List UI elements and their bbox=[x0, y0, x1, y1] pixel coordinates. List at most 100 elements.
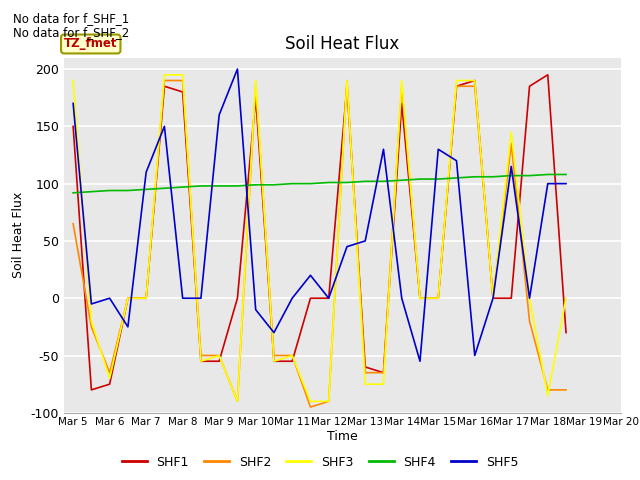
SHF2 bbox=[452, 84, 460, 89]
Line: SHF3: SHF3 bbox=[73, 75, 566, 401]
SHF2 bbox=[142, 295, 150, 301]
SHF4 bbox=[106, 188, 113, 193]
SHF5 bbox=[88, 301, 95, 307]
SHF3 bbox=[124, 295, 132, 301]
SHF5 bbox=[289, 295, 296, 301]
SHF1 bbox=[161, 84, 168, 89]
SHF5 bbox=[416, 359, 424, 364]
SHF4 bbox=[88, 189, 95, 194]
SHF3 bbox=[197, 359, 205, 364]
SHF4 bbox=[452, 175, 460, 181]
SHF2 bbox=[289, 353, 296, 359]
SHF2 bbox=[398, 84, 406, 89]
SHF2 bbox=[88, 324, 95, 330]
SHF2 bbox=[343, 78, 351, 84]
SHF1 bbox=[343, 84, 351, 89]
SHF4 bbox=[343, 180, 351, 185]
SHF3 bbox=[252, 78, 260, 84]
SHF2 bbox=[508, 141, 515, 146]
SHF1 bbox=[252, 95, 260, 101]
SHF1 bbox=[270, 359, 278, 364]
SHF5 bbox=[142, 169, 150, 175]
SHF2 bbox=[562, 387, 570, 393]
SHF1 bbox=[398, 100, 406, 106]
X-axis label: Time: Time bbox=[327, 430, 358, 443]
SHF2 bbox=[234, 398, 241, 404]
SHF3 bbox=[234, 398, 241, 404]
SHF3 bbox=[525, 295, 533, 301]
Y-axis label: Soil Heat Flux: Soil Heat Flux bbox=[12, 192, 25, 278]
SHF3 bbox=[452, 78, 460, 84]
SHF4 bbox=[544, 171, 552, 177]
SHF4 bbox=[471, 174, 479, 180]
SHF4 bbox=[69, 190, 77, 196]
SHF1 bbox=[380, 370, 387, 375]
SHF5 bbox=[325, 295, 333, 301]
SHF3 bbox=[106, 375, 113, 381]
SHF4 bbox=[380, 179, 387, 184]
SHF4 bbox=[197, 183, 205, 189]
SHF3 bbox=[471, 78, 479, 84]
SHF4 bbox=[325, 180, 333, 185]
SHF3 bbox=[69, 78, 77, 84]
SHF3 bbox=[215, 353, 223, 359]
SHF5 bbox=[380, 146, 387, 152]
SHF1 bbox=[215, 359, 223, 364]
SHF5 bbox=[307, 273, 314, 278]
Title: Soil Heat Flux: Soil Heat Flux bbox=[285, 35, 399, 53]
SHF5 bbox=[508, 164, 515, 169]
SHF2 bbox=[270, 353, 278, 359]
SHF5 bbox=[197, 295, 205, 301]
SHF1 bbox=[179, 89, 186, 95]
SHF4 bbox=[252, 182, 260, 188]
SHF3 bbox=[307, 398, 314, 404]
Legend: SHF1, SHF2, SHF3, SHF4, SHF5: SHF1, SHF2, SHF3, SHF4, SHF5 bbox=[116, 451, 524, 474]
SHF2 bbox=[252, 84, 260, 89]
SHF5 bbox=[525, 295, 533, 301]
SHF5 bbox=[544, 181, 552, 187]
SHF2 bbox=[416, 295, 424, 301]
SHF5 bbox=[234, 66, 241, 72]
SHF1 bbox=[416, 295, 424, 301]
SHF4 bbox=[362, 179, 369, 184]
SHF4 bbox=[508, 173, 515, 179]
SHF5 bbox=[362, 238, 369, 244]
SHF3 bbox=[398, 78, 406, 84]
SHF2 bbox=[544, 387, 552, 393]
SHF2 bbox=[435, 295, 442, 301]
SHF1 bbox=[544, 72, 552, 78]
SHF5 bbox=[69, 100, 77, 106]
SHF5 bbox=[161, 123, 168, 129]
SHF1 bbox=[508, 295, 515, 301]
SHF2 bbox=[124, 295, 132, 301]
SHF4 bbox=[142, 187, 150, 192]
SHF1 bbox=[142, 295, 150, 301]
SHF4 bbox=[416, 176, 424, 182]
SHF3 bbox=[88, 318, 95, 324]
SHF3 bbox=[435, 295, 442, 301]
SHF5 bbox=[252, 307, 260, 312]
SHF3 bbox=[380, 381, 387, 387]
SHF5 bbox=[435, 146, 442, 152]
SHF2 bbox=[215, 353, 223, 359]
SHF2 bbox=[179, 78, 186, 84]
SHF1 bbox=[489, 295, 497, 301]
Text: TZ_fmet: TZ_fmet bbox=[64, 37, 118, 50]
SHF2 bbox=[161, 78, 168, 84]
SHF1 bbox=[234, 295, 241, 301]
SHF4 bbox=[179, 184, 186, 190]
SHF3 bbox=[508, 129, 515, 135]
SHF2 bbox=[106, 370, 113, 375]
SHF2 bbox=[325, 398, 333, 404]
SHF1 bbox=[325, 295, 333, 301]
SHF5 bbox=[106, 295, 113, 301]
SHF2 bbox=[69, 221, 77, 227]
SHF2 bbox=[489, 295, 497, 301]
SHF3 bbox=[416, 295, 424, 301]
SHF2 bbox=[525, 318, 533, 324]
SHF2 bbox=[197, 353, 205, 359]
SHF3 bbox=[562, 295, 570, 301]
Line: SHF2: SHF2 bbox=[73, 81, 566, 407]
SHF3 bbox=[489, 295, 497, 301]
SHF5 bbox=[452, 158, 460, 164]
